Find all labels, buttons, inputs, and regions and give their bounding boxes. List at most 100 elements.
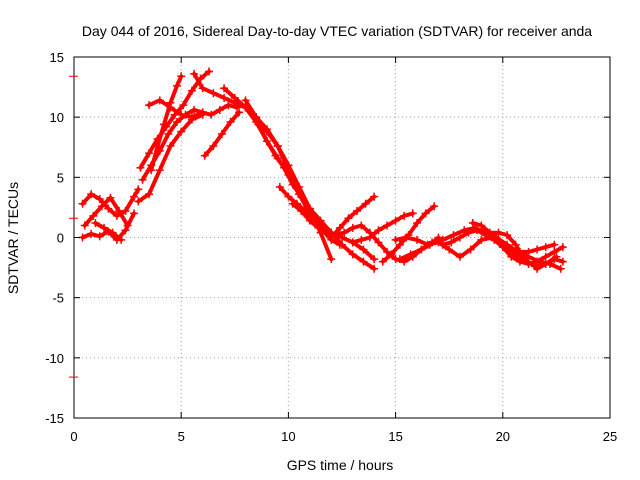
data-point [466, 245, 475, 254]
data-point [359, 245, 368, 254]
data-point [226, 117, 235, 126]
data-point [209, 142, 218, 151]
x-tick-label: 25 [603, 429, 617, 444]
data-point [524, 247, 533, 256]
data-point [138, 175, 147, 184]
data-point [271, 151, 280, 160]
data-point [449, 231, 458, 240]
data-point [100, 223, 109, 232]
data-point [134, 185, 143, 194]
x-tick-label: 20 [496, 429, 510, 444]
series-arc-24 [507, 240, 559, 259]
data-point [91, 219, 100, 228]
data-point [550, 240, 559, 249]
data-point [95, 232, 104, 241]
data-point [541, 243, 550, 252]
series-arc-1 [78, 185, 143, 220]
data-point [205, 67, 214, 76]
data-point [130, 209, 139, 218]
data-point [556, 264, 565, 273]
data-point [187, 113, 196, 122]
data-point [305, 216, 314, 225]
data-point [550, 255, 559, 264]
series-arc-17 [327, 192, 379, 242]
data-series [78, 67, 567, 273]
data-point [370, 192, 379, 201]
data-point [305, 204, 314, 213]
data-point [391, 216, 400, 225]
data-point [288, 199, 297, 208]
data-point [297, 207, 306, 216]
data-point [209, 89, 218, 98]
data-point [494, 228, 503, 237]
data-point [136, 163, 145, 172]
reference-marks [69, 75, 78, 378]
data-point [104, 204, 113, 213]
data-point [284, 161, 293, 170]
data-point [402, 233, 411, 242]
data-point [428, 238, 437, 247]
data-point [477, 235, 486, 244]
data-point [230, 93, 239, 102]
data-point [406, 250, 415, 259]
data-point [430, 202, 439, 211]
data-point [558, 243, 567, 252]
data-point [190, 105, 199, 114]
data-point [284, 192, 293, 201]
y-tick-label: -5 [52, 291, 64, 306]
data-point [455, 252, 464, 261]
series-line [147, 98, 205, 120]
data-point [187, 86, 196, 95]
y-tick-label: -15 [45, 411, 64, 426]
data-point [87, 190, 96, 199]
data-point [147, 166, 156, 175]
data-point [383, 221, 392, 230]
data-point [361, 199, 370, 208]
data-point [395, 255, 404, 264]
data-point [374, 238, 383, 247]
x-axis-label: GPS time / hours [287, 457, 394, 473]
data-point [322, 228, 331, 237]
data-point [335, 223, 344, 232]
data-point [378, 257, 387, 266]
data-point [520, 255, 529, 264]
data-point [473, 226, 482, 235]
data-point [280, 163, 289, 172]
data-point [179, 101, 188, 110]
data-point [395, 240, 404, 249]
series-arc-9 [145, 96, 207, 122]
data-point [344, 214, 353, 223]
data-point [503, 231, 512, 240]
data-point [541, 259, 550, 268]
y-tick-label: 10 [50, 110, 64, 125]
data-point [235, 108, 244, 117]
series-arc-25 [533, 255, 567, 273]
series-arc-8 [147, 72, 186, 175]
data-point [357, 221, 366, 230]
data-point [145, 101, 154, 110]
series-arc-2 [80, 193, 132, 230]
data-point [288, 180, 297, 189]
data-point [413, 235, 422, 244]
series-arc-10 [200, 108, 244, 160]
data-point [533, 264, 542, 273]
data-point [327, 233, 336, 242]
data-point [365, 233, 374, 242]
data-point [275, 182, 284, 191]
data-point [383, 247, 392, 256]
data-point [408, 209, 417, 218]
x-tick-label: 0 [70, 429, 77, 444]
data-point [481, 231, 490, 240]
data-point [198, 84, 207, 93]
series-line [93, 221, 124, 242]
data-point [357, 235, 366, 244]
data-point [417, 245, 426, 254]
data-point [524, 259, 533, 268]
chart-title: Day 044 of 2016, Sidereal Day-to-day VTE… [82, 23, 592, 39]
data-point [438, 240, 447, 249]
data-point [273, 142, 282, 151]
data-point [80, 221, 89, 230]
data-point [533, 245, 542, 254]
data-point [97, 202, 106, 211]
data-point [153, 142, 162, 151]
